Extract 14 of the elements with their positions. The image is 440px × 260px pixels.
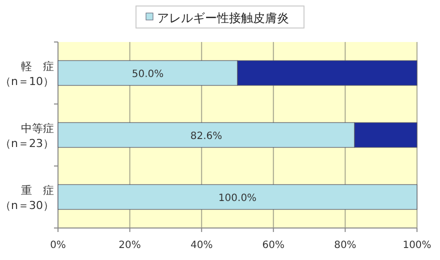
bar — [58, 184, 418, 210]
legend-label: アレルギー性接触皮膚炎 — [157, 11, 289, 25]
x-tick-label: 60% — [262, 240, 285, 251]
y-tick-label: 重 症（n＝30） — [0, 184, 54, 212]
x-tick-label: 80% — [334, 240, 356, 251]
x-tick-label: 40% — [190, 240, 213, 251]
data-label: 50.0% — [132, 69, 164, 80]
x-tick-label: 0% — [50, 240, 66, 251]
x-tick-label: 100% — [402, 240, 432, 251]
x-tick-label: 20% — [118, 240, 141, 251]
y-tick-label: 軽 症（n＝10） — [0, 60, 54, 88]
data-label: 100.0% — [218, 193, 257, 204]
data-label: 82.6% — [190, 131, 222, 142]
y-tick-label: 中等症（n＝23） — [0, 122, 54, 150]
